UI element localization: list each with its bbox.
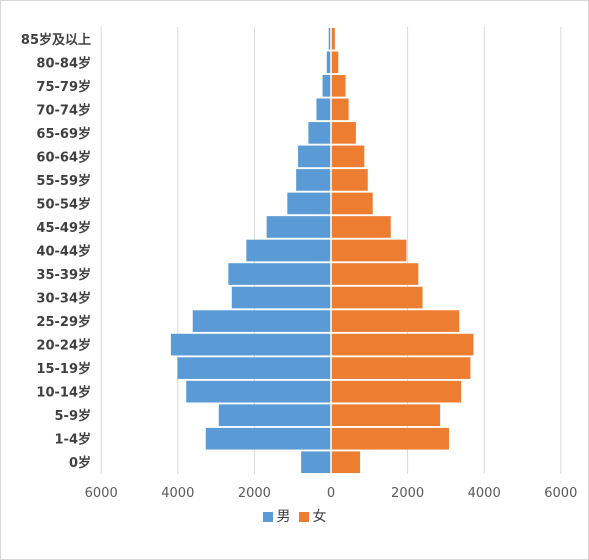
bar-female <box>331 51 339 74</box>
bar-female <box>331 145 365 168</box>
y-category-label: 65-69岁 <box>36 126 91 142</box>
bar-female <box>331 310 460 332</box>
bar-male <box>298 145 331 168</box>
x-tick-label: 4000 <box>161 486 194 501</box>
bar-male <box>170 333 331 356</box>
bar-female <box>331 74 346 97</box>
bar-male <box>186 380 331 403</box>
bar-male <box>246 239 331 262</box>
x-tick-label: 0 <box>327 486 335 501</box>
y-category-label: 75-79岁 <box>36 79 91 95</box>
legend-label-female: 女 <box>312 509 327 525</box>
bar-male <box>205 427 331 450</box>
bar-female <box>331 451 361 474</box>
bar-female <box>331 98 349 121</box>
x-tick-label: 6000 <box>544 486 577 501</box>
legend: 男 女 <box>0 509 589 525</box>
legend-item-female: 女 <box>298 509 327 525</box>
y-category-label: 15-19岁 <box>36 361 91 377</box>
bar-male <box>308 122 331 144</box>
bar-male <box>218 404 331 427</box>
bar-female <box>331 333 474 356</box>
y-category-label: 35-39岁 <box>36 267 91 283</box>
legend-swatch-male <box>262 512 273 522</box>
bar-male <box>301 451 331 474</box>
bar-male <box>328 27 331 50</box>
y-category-label: 0岁 <box>69 455 91 471</box>
x-tick-label: 2000 <box>238 486 271 501</box>
bar-male <box>266 216 331 238</box>
bar-female <box>331 122 356 144</box>
bar-female <box>331 216 391 238</box>
y-category-label: 20-24岁 <box>36 338 91 354</box>
y-category-label: 10-14岁 <box>36 385 91 401</box>
x-tick-label: 4000 <box>468 486 501 501</box>
bar-male <box>326 51 331 74</box>
bar-female <box>331 192 373 215</box>
legend-item-male: 男 <box>262 509 291 525</box>
bar-female <box>331 263 419 285</box>
y-category-label: 50-54岁 <box>36 196 91 212</box>
y-category-label: 30-34岁 <box>36 291 91 307</box>
bar-male <box>296 169 331 191</box>
bar-male <box>322 74 331 97</box>
y-category-label: 1-4岁 <box>55 432 92 448</box>
bar-male <box>177 357 331 379</box>
y-category-label: 5-9岁 <box>55 408 92 424</box>
bar-male <box>192 310 331 332</box>
y-category-label: 25-29岁 <box>36 314 91 330</box>
bar-male <box>228 263 331 285</box>
legend-swatch-female <box>298 512 309 522</box>
y-category-label: 55-59岁 <box>36 173 91 189</box>
y-category-label: 40-44岁 <box>36 244 91 260</box>
legend-label-male: 男 <box>276 509 291 525</box>
y-category-label: 70-74岁 <box>36 102 91 118</box>
bar-female <box>331 380 462 403</box>
bar-female <box>331 357 471 379</box>
y-category-label: 45-49岁 <box>36 220 91 236</box>
y-category-label: 85岁及以上 <box>21 32 91 48</box>
bar-male <box>316 98 331 121</box>
x-tick-label: 6000 <box>85 486 118 501</box>
bar-female <box>331 239 407 262</box>
bar-female <box>331 404 441 427</box>
bar-female <box>331 286 423 309</box>
bar-female <box>331 27 335 50</box>
y-category-label: 80-84岁 <box>36 55 91 71</box>
y-category-label: 60-64岁 <box>36 149 91 165</box>
x-tick-label: 2000 <box>391 486 424 501</box>
bar-male <box>287 192 331 215</box>
bar-female <box>331 427 449 450</box>
bar-female <box>331 169 368 191</box>
bar-male <box>231 286 331 309</box>
